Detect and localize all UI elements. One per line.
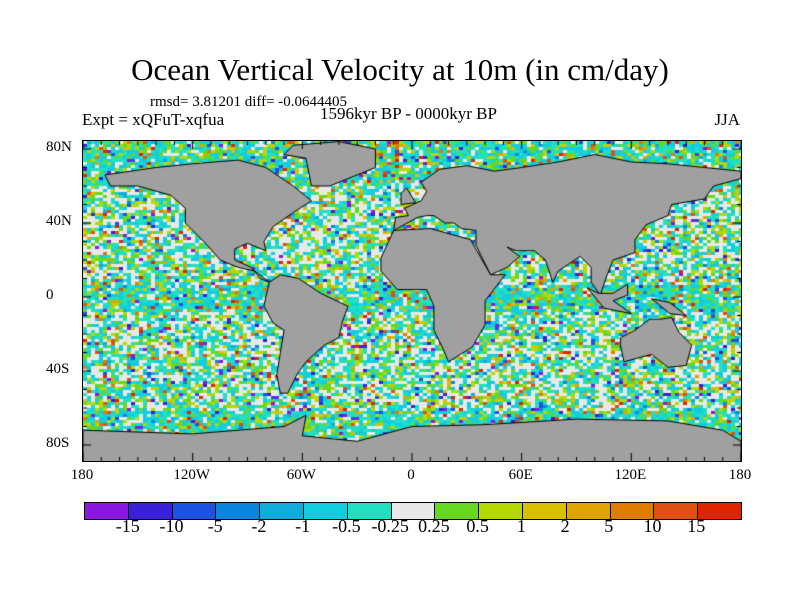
colorbar-swatch xyxy=(172,503,217,519)
colorbar xyxy=(84,502,742,520)
colorbar-label: 0.5 xyxy=(466,516,489,536)
stats-text: rmsd= 3.81201 diff= -0.0644405 xyxy=(150,94,348,110)
colorbar-swatch xyxy=(654,503,699,519)
colorbar-label: 5 xyxy=(604,516,614,536)
colorbar-swatch xyxy=(479,503,523,519)
colorbar-swatch xyxy=(260,503,304,519)
colorbar-label: -0.5 xyxy=(332,516,361,536)
colorbar-label: -1 xyxy=(295,516,311,536)
x-tick-label: 0 xyxy=(407,467,415,483)
colorbar-label: 2 xyxy=(560,516,570,536)
colorbar-swatch xyxy=(698,503,741,519)
colorbar-label: 0.25 xyxy=(418,516,450,536)
y-tick-label: 80S xyxy=(46,435,70,451)
period-label: 1596kyr BP - 0000kyr BP xyxy=(320,104,497,123)
colorbar-swatch xyxy=(216,503,261,519)
x-tick-label: 180 xyxy=(70,467,94,483)
colorbar-swatch xyxy=(85,503,129,519)
season-label: JJA xyxy=(714,110,740,129)
colorbar-swatch xyxy=(566,503,611,519)
y-tick-label: 0 xyxy=(46,287,54,303)
experiment-label: Expt = xQFuT-xqfua xyxy=(82,110,225,129)
colorbar-swatch xyxy=(522,503,567,519)
x-tick-label: 60E xyxy=(508,467,533,483)
colorbar-swatch xyxy=(610,503,655,519)
x-tick-label: 120E xyxy=(614,467,647,483)
colorbar-label: 1 xyxy=(516,516,526,536)
colorbar-swatch xyxy=(391,503,436,519)
colorbar-label: -5 xyxy=(207,516,223,536)
x-tick-label: 180 xyxy=(728,467,752,483)
x-tick-label: 120W xyxy=(173,467,210,483)
colorbar-swatch xyxy=(303,503,348,519)
colorbar-label: 15 xyxy=(687,516,706,536)
y-tick-label: 40S xyxy=(46,361,70,377)
colorbar-label: -0.25 xyxy=(371,516,409,536)
colorbar-label: -10 xyxy=(159,516,184,536)
y-tick-label: 40N xyxy=(46,213,72,229)
colorbar-swatch xyxy=(128,503,173,519)
colorbar-swatch xyxy=(435,503,480,519)
colorbar-label: -2 xyxy=(251,516,267,536)
map-plot xyxy=(82,140,742,462)
colorbar-label: -15 xyxy=(115,516,140,536)
colorbar-swatch xyxy=(347,503,392,519)
x-tick-label: 60W xyxy=(286,467,316,483)
y-tick-label: 80N xyxy=(46,139,72,155)
plot-title: Ocean Vertical Velocity at 10m (in cm/da… xyxy=(131,52,669,87)
colorbar-label: 10 xyxy=(643,516,662,536)
